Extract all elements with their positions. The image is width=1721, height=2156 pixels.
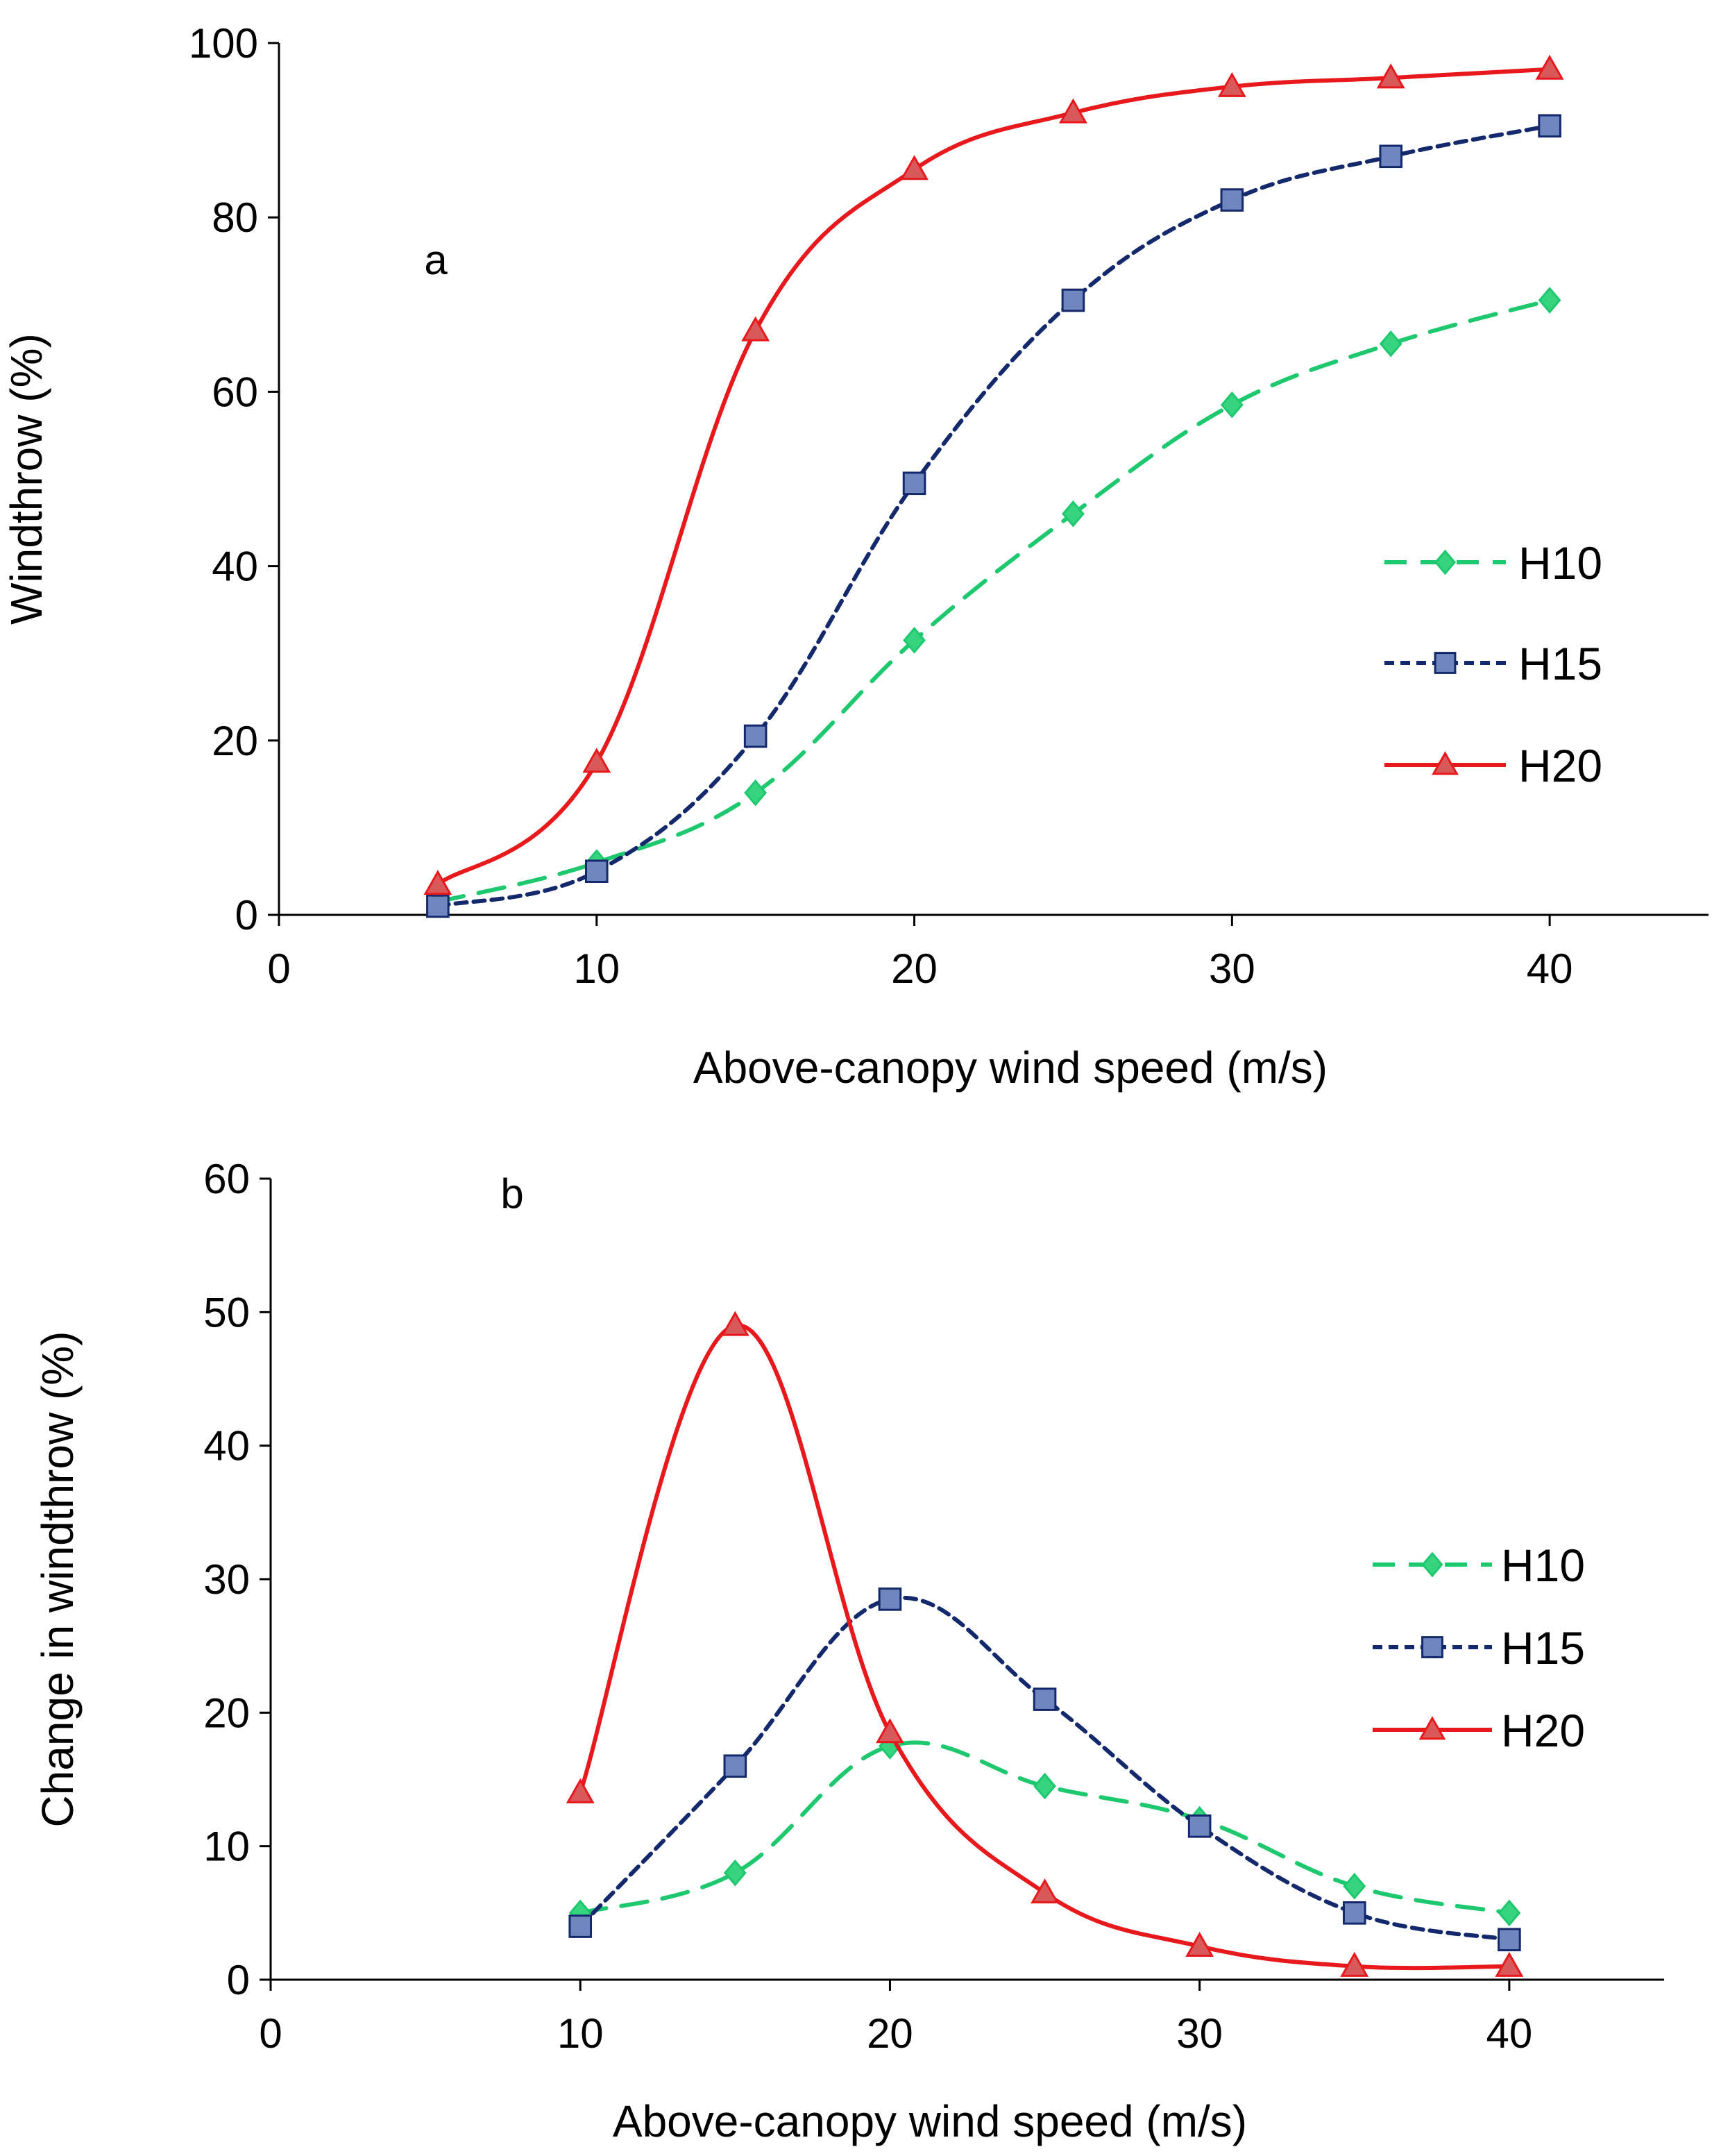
y-axis-title-a: Windthrow (%)	[1, 333, 51, 625]
data-point-h15-b-2	[878, 1587, 902, 1611]
y-tick-label-a-0: 0	[235, 892, 258, 938]
data-point-h15-b-6	[1498, 1928, 1521, 1952]
data-point-h20-a-7	[1535, 54, 1564, 80]
data-point-h15-b-1	[723, 1754, 747, 1778]
legend-label-h10-a: H10	[1518, 537, 1602, 589]
legend-label-h10-b: H10	[1501, 1540, 1585, 1591]
series-line-h15-a	[435, 124, 1552, 909]
y-tick-label-a-3: 60	[212, 369, 258, 415]
legend-entry-h15-a: H15	[1384, 638, 1602, 689]
y-tick-label-b-5: 50	[203, 1289, 250, 1336]
data-point-h15-b-0	[568, 1914, 593, 1938]
data-point-h15-a-1	[584, 859, 609, 884]
data-point-h20-a-1	[582, 748, 611, 773]
legend-marker-h15-a	[1434, 652, 1457, 674]
data-point-h20-b-3	[1031, 1878, 1059, 1904]
data-point-h15-a-4	[1061, 288, 1085, 312]
data-point-h20-b-1	[720, 1311, 749, 1336]
data-point-h20-a-6	[1376, 63, 1405, 89]
legend-label-h15-a: H15	[1518, 638, 1602, 689]
x-axis-title-b: Above-canopy wind speed (m/s)	[613, 2096, 1247, 2146]
data-point-h20-a-4	[1059, 98, 1087, 124]
data-point-h15-b-4	[1187, 1814, 1212, 1838]
series-line-h10-a	[435, 298, 1552, 904]
legend-entry-h20-a: H20	[1384, 740, 1602, 791]
data-point-h10-a-4	[1062, 500, 1085, 528]
legend-entry-h10-b: H10	[1373, 1540, 1585, 1591]
data-point-h20-a-3	[900, 155, 929, 180]
data-point-h10-a-6	[1379, 330, 1402, 357]
y-tick-label-b-0: 0	[227, 1957, 250, 2003]
y-tick-label-b-4: 40	[203, 1423, 250, 1469]
y-tick-label-a-1: 20	[212, 718, 258, 764]
legend-marker-h20-a	[1432, 751, 1459, 775]
data-point-h20-b-0	[566, 1778, 595, 1803]
data-point-h10-a-7	[1538, 287, 1561, 314]
y-tick-label-a-4: 80	[212, 194, 258, 241]
data-point-h10-a-2	[744, 779, 768, 807]
x-tick-label-a-1: 10	[573, 945, 620, 992]
chart-panel-a: 0 20 40 60 80 100 0 10 20 30 40 Above-canopy wind s…	[1, 20, 1709, 1093]
y-tick-label-b-1: 10	[203, 1824, 250, 1870]
x-tick-label-b-4: 40	[1486, 2010, 1533, 2057]
legend-marker-h15-b	[1421, 1636, 1443, 1658]
data-point-h10-a-5	[1220, 391, 1244, 419]
series-line-h20-b	[578, 1323, 1511, 1971]
data-point-h15-a-5	[1220, 188, 1244, 212]
data-point-h20-b-4	[1185, 1932, 1214, 1957]
legend-label-h20-a: H20	[1518, 740, 1602, 791]
data-point-h10-a-3	[903, 627, 926, 654]
x-tick-label-b-2: 20	[867, 2010, 913, 2057]
data-point-h20-b-6	[1495, 1951, 1524, 1977]
legend-marker-h20-b	[1418, 1716, 1446, 1740]
legend-entry-h10-a: H10	[1384, 537, 1602, 589]
x-tick-label-b-1: 10	[557, 2010, 604, 2057]
data-point-h15-b-5	[1342, 1901, 1366, 1925]
data-point-h15-a-2	[743, 724, 768, 748]
legend-marker-h10-b	[1421, 1551, 1443, 1578]
data-point-h15-a-0	[426, 894, 450, 918]
y-tick-label-a-5: 100	[189, 20, 258, 67]
data-point-h15-b-3	[1033, 1687, 1057, 1711]
x-axis-title-a: Above-canopy wind speed (m/s)	[693, 1043, 1328, 1093]
series-h20-b	[566, 1311, 1524, 1977]
y-tick-label-a-2: 40	[212, 544, 258, 590]
data-point-h15-a-3	[902, 471, 926, 496]
data-point-h20-b-5	[1340, 1951, 1369, 1977]
x-tick-label-a-3: 30	[1209, 945, 1255, 992]
x-tick-label-b-0: 0	[259, 2010, 282, 2057]
y-tick-label-b-2: 20	[203, 1690, 250, 1736]
legend-entry-h15-b: H15	[1373, 1622, 1585, 1674]
data-point-h20-a-2	[741, 316, 770, 342]
data-point-h15-a-7	[1538, 114, 1561, 138]
legend-label-h20-b: H20	[1501, 1705, 1585, 1756]
series-h15-a	[426, 114, 1561, 918]
x-tick-label-a-2: 20	[891, 945, 938, 992]
y-tick-label-b-6: 60	[203, 1156, 250, 1202]
y-tick-label-b-3: 30	[203, 1556, 250, 1603]
data-point-h10-b-1	[723, 1859, 747, 1887]
legend-label-h15-b: H15	[1501, 1622, 1585, 1674]
data-point-h10-b-3	[1033, 1772, 1056, 1800]
data-point-h20-a-0	[423, 870, 452, 895]
chart-panel-b: 0 10 20 30 40 50 60 0 10 20 30 40 Above-canopy wind …	[33, 1156, 1664, 2146]
data-point-h10-b-5	[1343, 1873, 1366, 1900]
series-h20-a	[423, 54, 1564, 895]
data-point-h15-a-6	[1379, 144, 1403, 169]
x-tick-label-b-3: 30	[1176, 2010, 1223, 2057]
x-tick-label-a-0: 0	[267, 945, 290, 992]
data-point-h20-b-2	[876, 1718, 904, 1744]
legend-entry-h20-b: H20	[1373, 1705, 1585, 1756]
x-tick-label-a-4: 40	[1527, 945, 1573, 992]
panel-label-a: a	[424, 237, 448, 283]
series-h15-b	[568, 1587, 1521, 1952]
data-point-h20-a-5	[1217, 71, 1246, 97]
data-point-h10-b-6	[1498, 1899, 1521, 1927]
panel-label-b: b	[500, 1170, 523, 1217]
legend-marker-h10-a	[1434, 549, 1457, 575]
y-axis-title-b: Change in windthrow (%)	[33, 1331, 83, 1828]
